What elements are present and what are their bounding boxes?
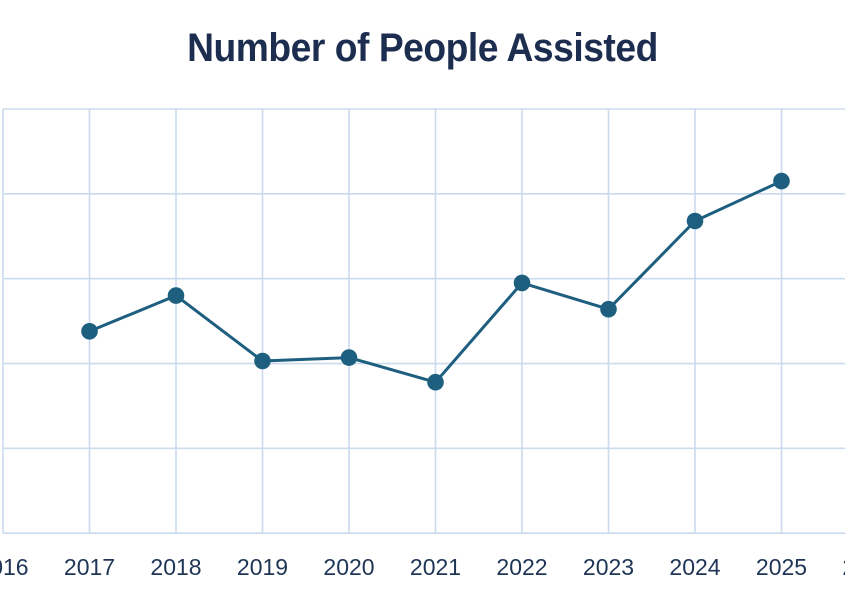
data-point-marker bbox=[513, 274, 531, 292]
x-tick-label: 2025 bbox=[756, 554, 807, 580]
x-tick-label: 2021 bbox=[410, 554, 461, 580]
data-point-marker bbox=[167, 287, 185, 304]
data-point-marker bbox=[254, 352, 271, 370]
x-tick-label: 2023 bbox=[583, 554, 634, 580]
data-point-marker bbox=[427, 373, 444, 391]
data-point-marker bbox=[81, 323, 98, 340]
data-point-marker bbox=[340, 349, 358, 366]
x-tick-label: 2026 bbox=[842, 554, 845, 580]
chart-title: Number of People Assisted bbox=[187, 26, 658, 70]
x-tick-label: 2017 bbox=[64, 554, 115, 580]
x-tick-label: 2020 bbox=[323, 554, 374, 580]
x-tick-label: 2022 bbox=[496, 554, 547, 580]
x-tick-label: 2024 bbox=[669, 554, 720, 580]
data-point-marker bbox=[600, 300, 617, 318]
x-tick-label: 2019 bbox=[237, 554, 288, 580]
data-point-marker bbox=[773, 172, 790, 190]
x-tick-label: 2018 bbox=[150, 554, 201, 580]
data-point-marker bbox=[686, 212, 704, 230]
x-tick-label: 2016 bbox=[0, 554, 29, 580]
